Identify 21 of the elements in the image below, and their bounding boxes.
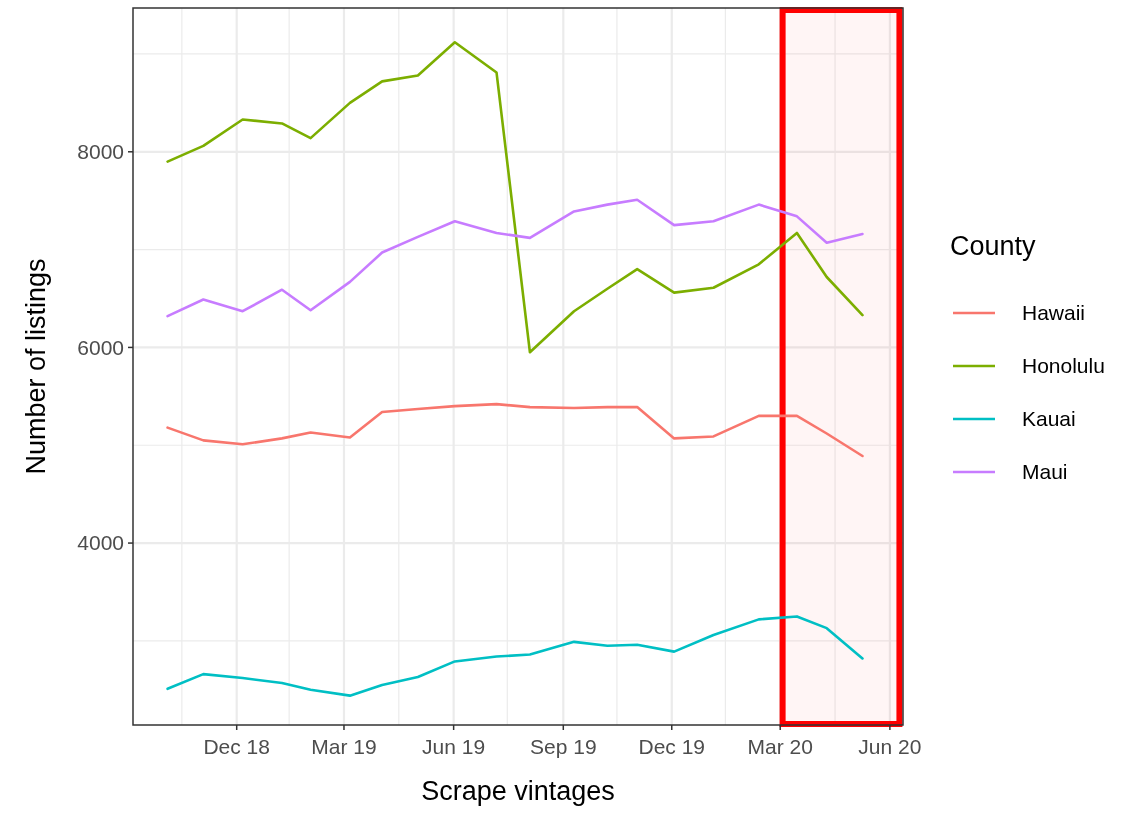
line-series <box>166 40 864 354</box>
x-tick-label: Mar 20 <box>747 735 813 758</box>
legend-label: Maui <box>1022 460 1068 484</box>
legend-label: Honolulu <box>1022 354 1105 378</box>
y-tick-label: 4000 <box>77 531 124 555</box>
x-tick-label: Dec 18 <box>203 735 270 758</box>
x-tick-label: Dec 19 <box>638 735 706 758</box>
x-axis-title: Scrape vintages <box>421 776 615 806</box>
legend-title: County <box>950 231 1037 261</box>
legend-label: Kauai <box>1022 407 1076 431</box>
line-series <box>166 198 864 318</box>
y-tick-label: 8000 <box>77 140 124 164</box>
line-series <box>166 402 864 458</box>
x-tick-label: Jun 19 <box>422 735 486 758</box>
y-tick-label: 6000 <box>77 335 124 359</box>
x-tick-label: Mar 19 <box>311 735 377 758</box>
y-axis-title: Number of listings <box>21 258 51 475</box>
legend-label: Hawaii <box>1022 301 1086 325</box>
x-tick-label: Sep 19 <box>530 735 597 758</box>
x-tick-label: Jun 20 <box>858 735 922 758</box>
line-series <box>166 615 864 697</box>
